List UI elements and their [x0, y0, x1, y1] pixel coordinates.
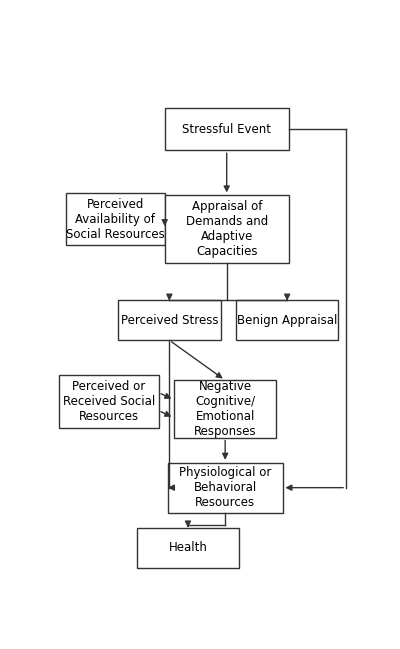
FancyBboxPatch shape	[165, 195, 289, 263]
Text: Perceived or
Received Social
Resources: Perceived or Received Social Resources	[63, 380, 155, 423]
Text: Appraisal of
Demands and
Adaptive
Capacities: Appraisal of Demands and Adaptive Capaci…	[186, 200, 268, 258]
FancyBboxPatch shape	[59, 375, 158, 428]
Text: Perceived Stress: Perceived Stress	[121, 313, 218, 326]
FancyBboxPatch shape	[66, 193, 165, 245]
FancyBboxPatch shape	[236, 300, 338, 340]
FancyBboxPatch shape	[168, 463, 282, 513]
FancyBboxPatch shape	[174, 380, 276, 437]
FancyBboxPatch shape	[165, 108, 289, 151]
Text: Stressful Event: Stressful Event	[182, 123, 271, 136]
FancyBboxPatch shape	[137, 528, 239, 568]
FancyBboxPatch shape	[118, 300, 220, 340]
Text: Physiological or
Behavioral
Resources: Physiological or Behavioral Resources	[179, 466, 271, 509]
Text: Perceived
Availability of
Social Resources: Perceived Availability of Social Resourc…	[66, 197, 164, 241]
Text: Negative
Cognitive/
Emotional
Responses: Negative Cognitive/ Emotional Responses	[194, 380, 256, 438]
Text: Benign Appraisal: Benign Appraisal	[237, 313, 337, 326]
Text: Health: Health	[168, 541, 207, 554]
